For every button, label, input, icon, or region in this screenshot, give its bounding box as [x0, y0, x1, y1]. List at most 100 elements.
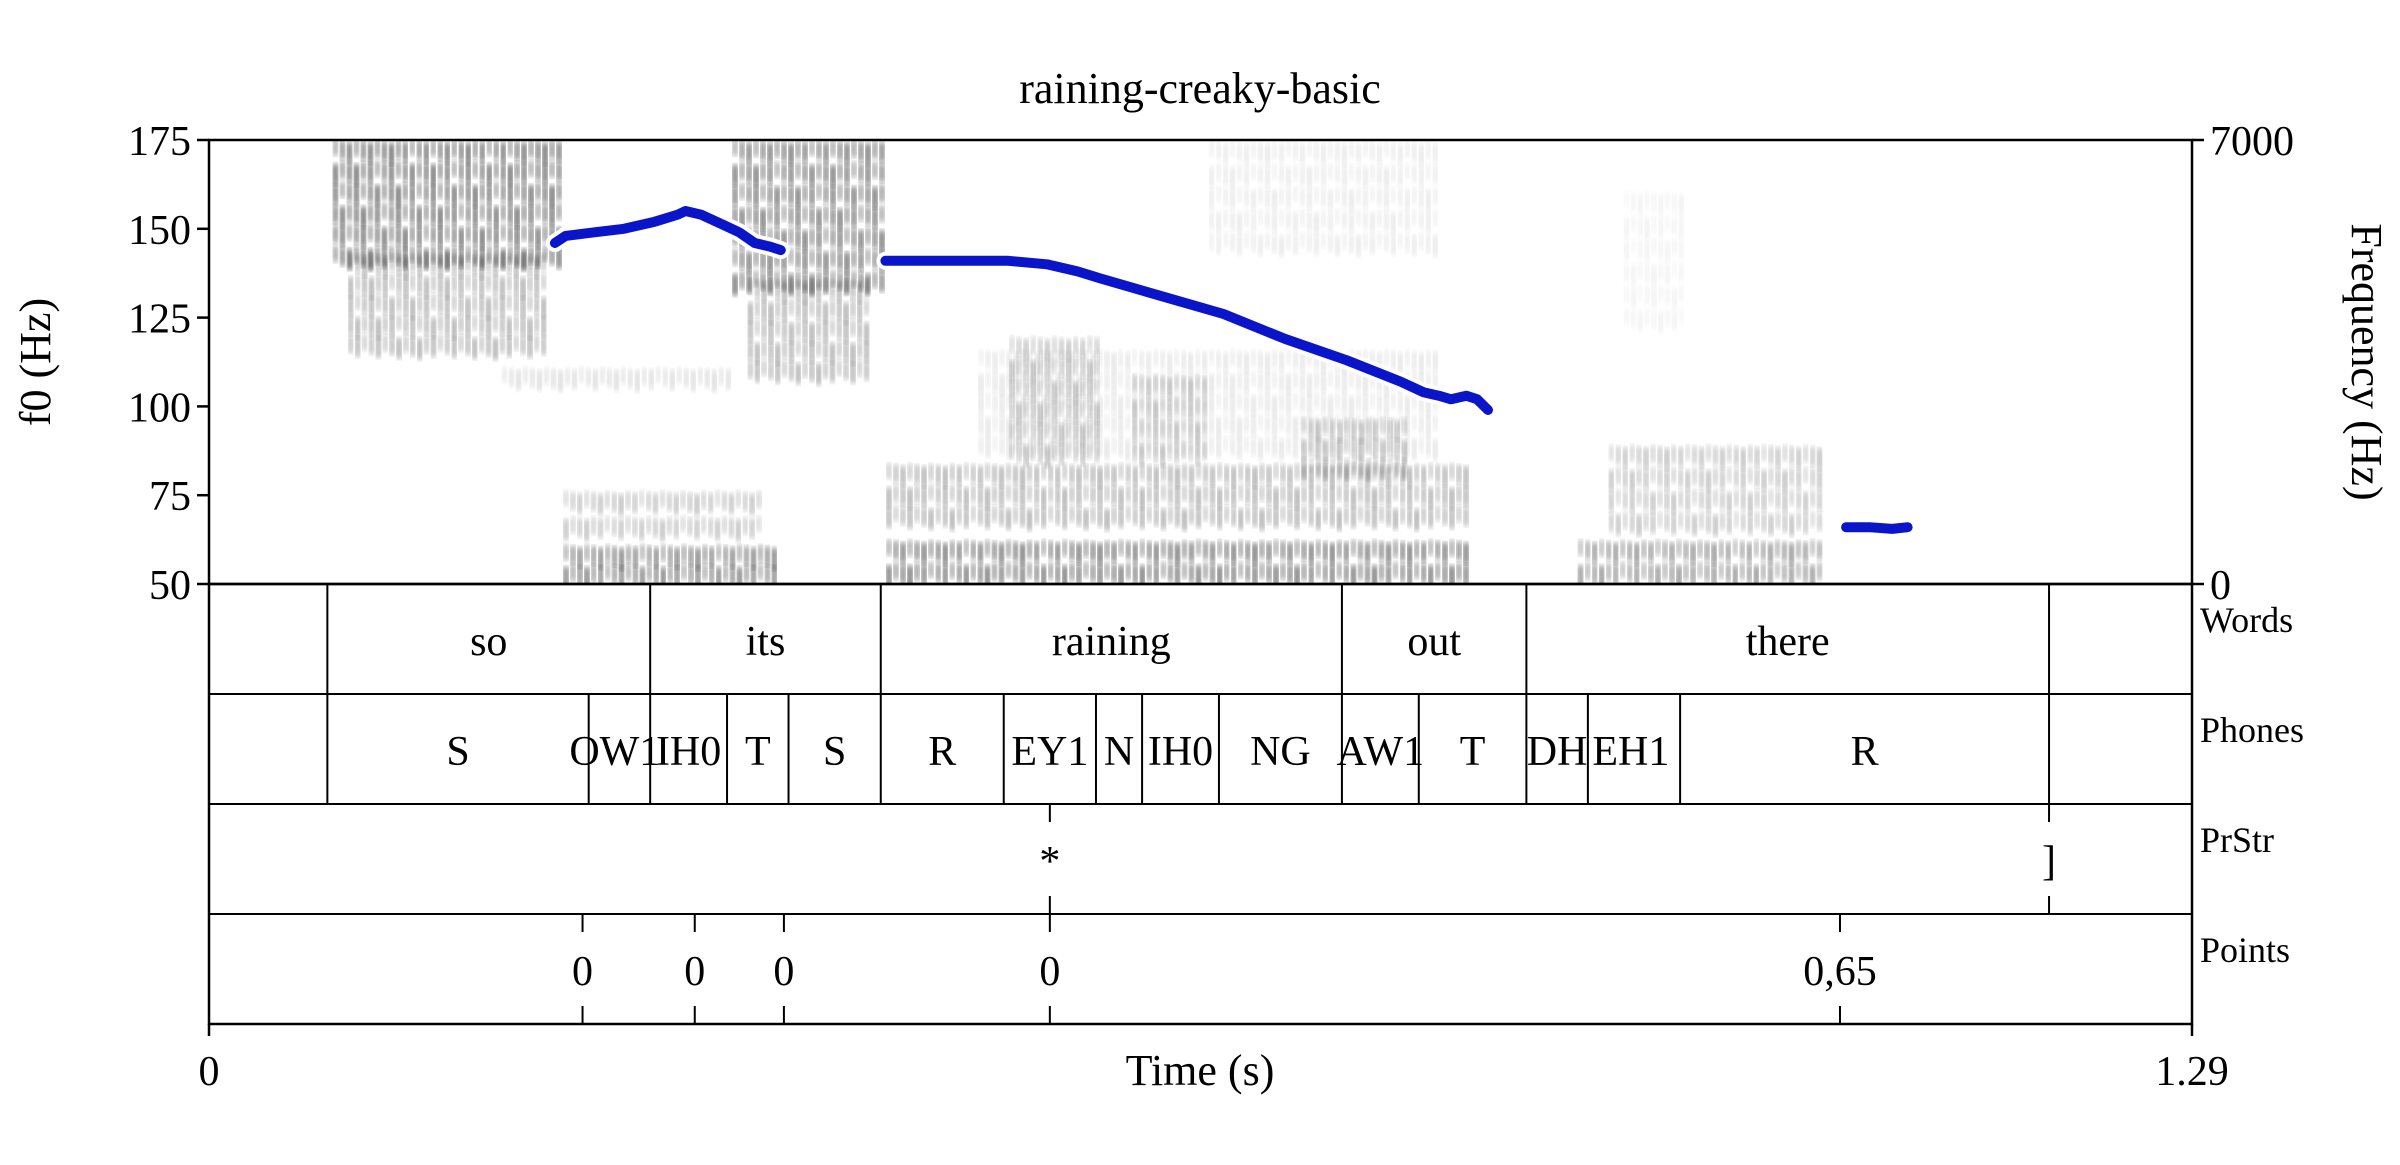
spectrogram-cell: [1076, 543, 1082, 564]
spectrogram-cell: [1055, 564, 1060, 584]
spectrogram-cell: [1613, 564, 1618, 584]
interval-label: AW1: [1337, 729, 1425, 775]
spectrogram-cell: [1279, 143, 1284, 163]
spectrogram-cell: [1356, 165, 1361, 184]
y-axis-label-left: f0 (Hz): [11, 298, 60, 426]
spectrogram-cell: [403, 296, 409, 316]
spectrogram-cell: [1223, 143, 1228, 164]
spectrogram-cell: [1181, 413, 1186, 430]
time-axis: 0 1.29: [199, 1024, 2229, 1095]
spectrogram-cell: [591, 546, 596, 565]
spectrogram-cell: [614, 370, 619, 391]
spectrogram-cell: [445, 204, 450, 222]
spectrogram-cell: [577, 493, 582, 514]
spectrogram-cell: [802, 163, 808, 183]
spectrogram-cell: [542, 143, 548, 165]
spectrogram-cell: [1405, 211, 1410, 232]
spectrogram-cell: [1168, 506, 1173, 524]
spectrogram-cell: [1175, 564, 1180, 584]
spectrogram-cell: [809, 299, 815, 316]
spectrogram-cell: [1104, 393, 1110, 411]
spectrogram-cell: [999, 543, 1004, 564]
spectrogram-cell: [431, 317, 436, 339]
spectrogram-cell: [472, 314, 477, 331]
spectrogram-cell: [893, 562, 899, 580]
spectrogram-cell: [1188, 352, 1193, 375]
y-tick-label-right: 0: [2210, 563, 2231, 609]
spectrogram-cell: [1321, 373, 1326, 393]
spectrogram-cell: [809, 228, 815, 246]
spectrogram-cell: [1655, 565, 1661, 584]
spectrogram-cell: [1384, 211, 1389, 231]
spectrogram-cell: [1125, 393, 1130, 411]
spectrogram-cell: [978, 373, 984, 395]
spectrogram-cell: [1154, 466, 1159, 488]
spectrogram-cell: [837, 141, 843, 161]
spectrogram-cell: [844, 164, 850, 184]
spectrogram-cell: [1133, 466, 1138, 487]
spectrogram-cell: [549, 161, 555, 178]
spectrogram-cell: [1041, 395, 1047, 418]
spectrogram-cell: [1337, 484, 1342, 502]
spectrogram-cell: [1016, 402, 1022, 424]
spectrogram-cell: [1641, 540, 1647, 559]
spectrogram-cell: [486, 297, 491, 320]
spectrogram-cell: [1265, 415, 1270, 434]
spectrogram-cell: [1323, 563, 1328, 582]
spectrogram-cell: [857, 321, 862, 340]
spectrogram-cell: [767, 227, 773, 244]
spectrogram-cell: [879, 230, 885, 252]
spectrogram-cell: [795, 141, 801, 159]
spectrogram-cell: [865, 206, 871, 225]
spectrogram-cell: [1366, 459, 1371, 481]
spectrogram-cell: [1181, 393, 1186, 411]
spectrogram-cell: [1209, 188, 1214, 209]
spectrogram-cell: [502, 366, 507, 383]
spectrogram-cell: [507, 274, 512, 292]
spectrogram-cell: [1658, 194, 1663, 216]
spectrogram-cell: [1045, 421, 1050, 438]
spectrogram-cell: [1090, 352, 1096, 374]
spectrogram-cell: [1133, 564, 1138, 584]
spectrogram-cell: [1328, 395, 1333, 417]
spectrogram-cell: [1782, 444, 1788, 462]
spectrogram-cell: [753, 165, 759, 187]
spectrogram-cell: [1342, 415, 1347, 434]
spectrogram-cell: [1697, 561, 1703, 578]
spectrogram-cell: [781, 251, 787, 271]
spectrogram-cell: [1365, 486, 1370, 506]
point-label: 0: [684, 949, 705, 995]
spectrogram-cell: [1259, 540, 1265, 559]
spectrogram-cell: [1373, 456, 1378, 475]
spectrogram-cell: [1412, 351, 1417, 371]
spectrogram-cell: [802, 301, 808, 323]
spectrogram-cell: [1195, 437, 1200, 457]
spectrogram-cell: [649, 369, 654, 390]
spectrogram-cell: [1279, 351, 1284, 372]
spectrogram-cell: [1775, 447, 1781, 468]
spectrogram-cell: [782, 301, 787, 322]
spectrogram-cell: [1301, 458, 1307, 478]
spectrogram-cell: [1796, 512, 1801, 530]
spectrogram-cell: [1230, 416, 1235, 436]
spectrogram-cell: [1083, 540, 1089, 558]
spectrogram-cell: [1314, 234, 1319, 256]
spectrogram-cell: [837, 162, 843, 181]
spectrogram-cell: [1370, 234, 1375, 255]
spectrogram-cell: [1321, 435, 1326, 453]
spectrogram-cell: [851, 207, 857, 228]
spectrogram-cell: [858, 184, 864, 202]
spectrogram-cell: [772, 566, 777, 584]
spectrogram-cell: [1013, 435, 1019, 453]
spectrogram-cell: [1027, 438, 1033, 460]
point-label: 0,65: [1803, 949, 1877, 995]
spectrogram-cell: [410, 336, 415, 356]
spectrogram-cell: [1321, 165, 1326, 186]
spectrogram-cell: [577, 565, 583, 584]
spectrogram-cell: [872, 162, 878, 179]
spectrogram-cell: [376, 337, 381, 358]
spectrogram-cell: [354, 225, 359, 244]
spectrogram-cell: [1034, 542, 1039, 562]
spectrogram-cell: [1419, 232, 1424, 250]
